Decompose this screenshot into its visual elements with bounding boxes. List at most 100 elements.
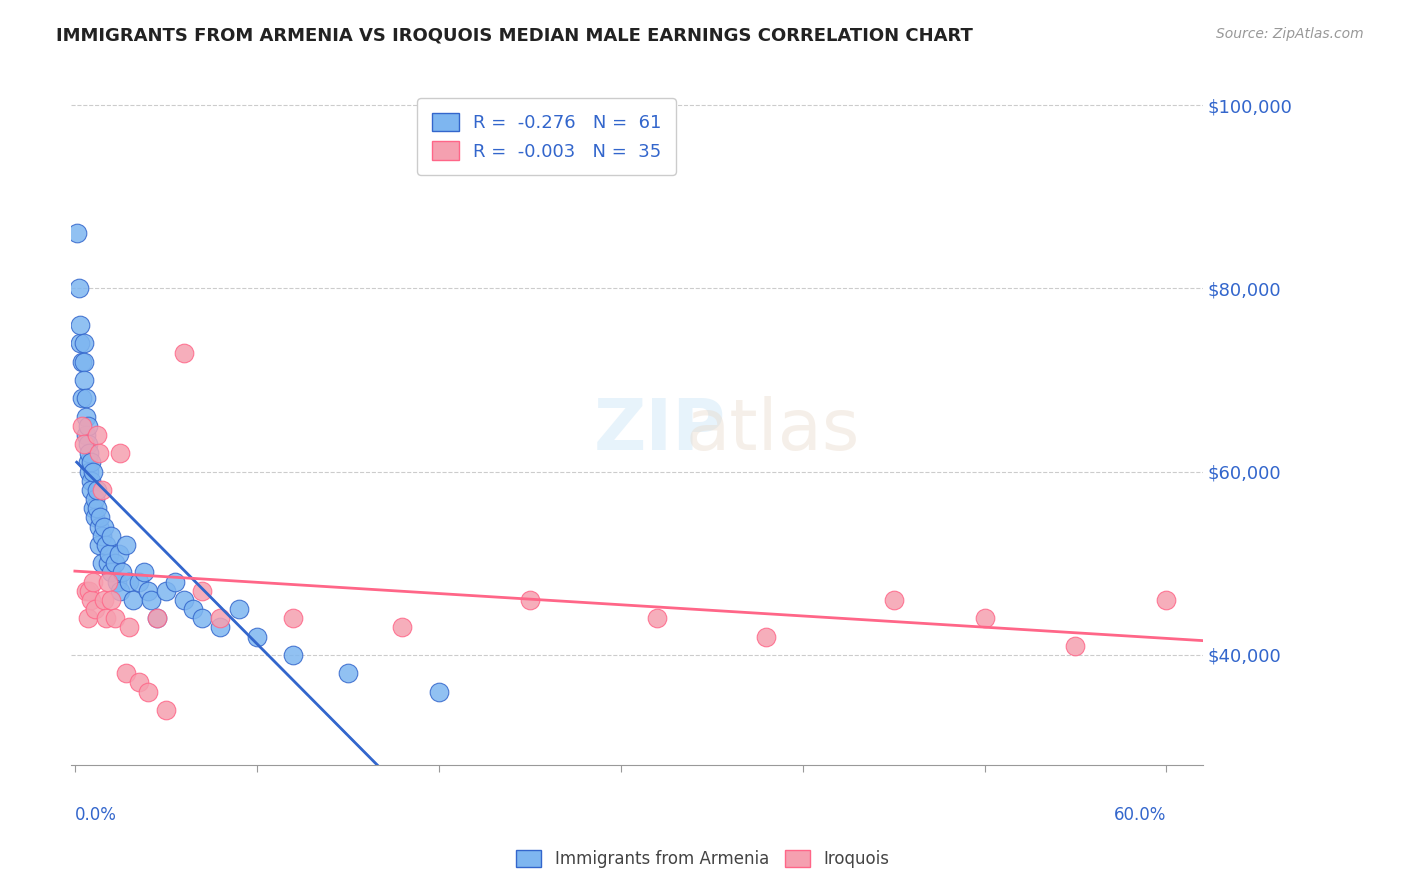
Point xyxy=(87,538,110,552)
Point xyxy=(83,510,105,524)
Point xyxy=(645,611,668,625)
Point xyxy=(87,519,110,533)
Point xyxy=(128,574,150,589)
Point xyxy=(86,483,108,497)
Point xyxy=(91,556,114,570)
Point xyxy=(181,602,204,616)
Point xyxy=(80,455,103,469)
Point xyxy=(80,474,103,488)
Legend: R =  -0.276   N =  61, R =  -0.003   N =  35: R = -0.276 N = 61, R = -0.003 N = 35 xyxy=(418,98,676,175)
Point xyxy=(1156,593,1178,607)
Point xyxy=(89,510,111,524)
Point xyxy=(136,684,159,698)
Point xyxy=(70,392,93,406)
Text: IMMIGRANTS FROM ARMENIA VS IROQUOIS MEDIAN MALE EARNINGS CORRELATION CHART: IMMIGRANTS FROM ARMENIA VS IROQUOIS MEDI… xyxy=(56,27,973,45)
Text: ZIP: ZIP xyxy=(593,396,725,465)
Point xyxy=(66,227,89,241)
Point xyxy=(128,675,150,690)
Point xyxy=(155,703,177,717)
Point xyxy=(75,409,97,424)
Point xyxy=(114,538,136,552)
Point xyxy=(132,566,155,580)
Point xyxy=(519,593,541,607)
Point xyxy=(100,566,122,580)
Point xyxy=(76,455,98,469)
Point xyxy=(155,583,177,598)
Point xyxy=(83,602,105,616)
Point xyxy=(107,547,129,561)
Point xyxy=(883,593,905,607)
Point xyxy=(73,437,96,451)
Point xyxy=(67,281,90,295)
Point xyxy=(82,574,104,589)
Point xyxy=(93,593,115,607)
Point xyxy=(173,593,195,607)
Point xyxy=(91,529,114,543)
Point xyxy=(755,630,778,644)
Legend: Immigrants from Armenia, Iroquois: Immigrants from Armenia, Iroquois xyxy=(509,843,897,875)
Point xyxy=(75,583,97,598)
Text: atlas: atlas xyxy=(686,396,860,465)
Point xyxy=(105,574,128,589)
Point xyxy=(163,574,186,589)
Point xyxy=(110,583,132,598)
Point xyxy=(97,556,120,570)
Point xyxy=(145,611,167,625)
Point xyxy=(118,574,141,589)
Point xyxy=(145,611,167,625)
Point xyxy=(141,593,163,607)
Point xyxy=(336,666,359,681)
Point xyxy=(104,611,127,625)
Point xyxy=(70,418,93,433)
Point xyxy=(80,483,103,497)
Point xyxy=(73,336,96,351)
Point xyxy=(86,501,108,516)
Point xyxy=(97,574,120,589)
Point xyxy=(91,483,114,497)
Point xyxy=(82,465,104,479)
Point xyxy=(75,428,97,442)
Point xyxy=(73,373,96,387)
Point xyxy=(136,583,159,598)
Point xyxy=(228,602,250,616)
Point xyxy=(114,666,136,681)
Point xyxy=(80,593,103,607)
Point xyxy=(82,501,104,516)
Point xyxy=(427,684,450,698)
Point xyxy=(75,392,97,406)
Point xyxy=(246,630,269,644)
Point xyxy=(70,354,93,368)
Point xyxy=(283,611,305,625)
Point xyxy=(391,620,413,634)
Point xyxy=(76,418,98,433)
Point xyxy=(73,354,96,368)
Point xyxy=(191,583,214,598)
Text: 60.0%: 60.0% xyxy=(1114,806,1167,824)
Point xyxy=(209,611,232,625)
Point xyxy=(79,583,101,598)
Point xyxy=(94,538,117,552)
Point xyxy=(104,556,127,570)
Point xyxy=(118,620,141,634)
Point xyxy=(69,318,91,332)
Point xyxy=(79,446,101,460)
Point xyxy=(209,620,232,634)
Point xyxy=(79,465,101,479)
Point xyxy=(110,446,132,460)
Point xyxy=(191,611,214,625)
Point xyxy=(100,593,122,607)
Point xyxy=(83,492,105,507)
Point xyxy=(283,648,305,662)
Point xyxy=(69,336,91,351)
Point xyxy=(86,428,108,442)
Point xyxy=(173,345,195,359)
Point xyxy=(98,547,121,561)
Point xyxy=(94,611,117,625)
Point xyxy=(76,437,98,451)
Point xyxy=(100,529,122,543)
Point xyxy=(76,611,98,625)
Point xyxy=(973,611,995,625)
Point xyxy=(1064,639,1087,653)
Point xyxy=(122,593,145,607)
Point xyxy=(93,519,115,533)
